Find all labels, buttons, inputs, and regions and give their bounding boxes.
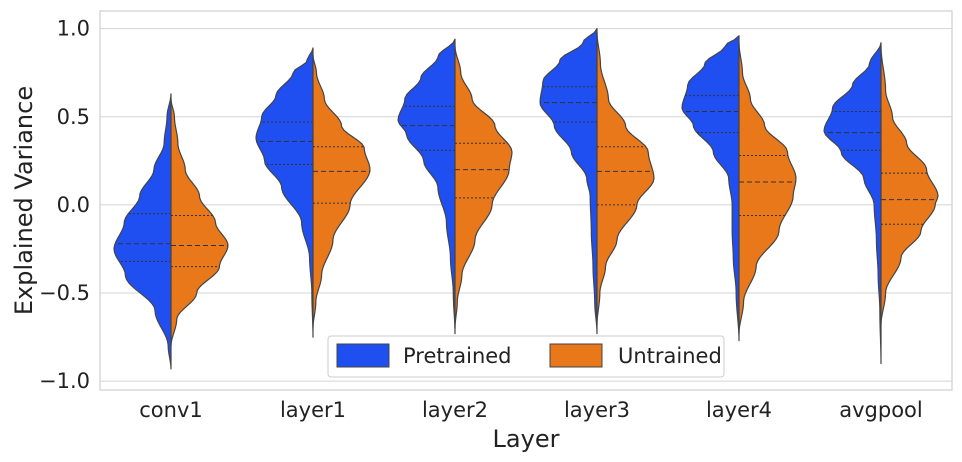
legend-label-pretrained: Pretrained bbox=[403, 344, 512, 368]
x-tick-label: conv1 bbox=[139, 398, 203, 422]
y-axis-label: Explained Variance bbox=[10, 86, 38, 315]
y-tick-label: 0.0 bbox=[57, 193, 90, 217]
violin-untrained-layer3 bbox=[596, 31, 655, 326]
legend-box bbox=[327, 335, 725, 378]
grid-lines bbox=[100, 28, 952, 382]
violin-pretrained-layer3 bbox=[539, 28, 598, 335]
x-tick-labels: conv1 layer1 layer2 layer3 layer4 avgpool bbox=[139, 398, 923, 422]
x-tick-label: layer4 bbox=[706, 398, 772, 422]
violin-untrained-layer1 bbox=[312, 54, 371, 329]
legend-swatch-untrained bbox=[549, 343, 603, 368]
violin-untrained-layer4 bbox=[738, 42, 797, 335]
plot-frame bbox=[99, 10, 953, 391]
violin-pretrained-avgpool bbox=[823, 42, 882, 365]
x-axis-label: Layer bbox=[493, 425, 560, 453]
violin-untrained-avgpool bbox=[880, 45, 939, 326]
violin-pretrained-conv1 bbox=[113, 93, 172, 370]
y-tick-label: 1.0 bbox=[57, 17, 90, 41]
legend-label-untrained: Untrained bbox=[618, 344, 722, 368]
x-tick-label: layer1 bbox=[280, 398, 346, 422]
legend: Pretrained Untrained bbox=[327, 335, 725, 378]
x-tick-label: layer3 bbox=[564, 398, 630, 422]
x-tick-label: layer2 bbox=[422, 398, 488, 422]
legend-swatch-pretrained bbox=[336, 343, 390, 368]
violins bbox=[113, 28, 939, 370]
violin-untrained-conv1 bbox=[170, 98, 229, 347]
violin-untrained-layer2 bbox=[454, 45, 513, 329]
y-tick-label: −0.5 bbox=[39, 281, 90, 305]
y-tick-labels: 1.0 0.5 0.0 −0.5 −1.0 bbox=[39, 17, 90, 394]
y-tick-label: −1.0 bbox=[39, 369, 90, 393]
violin-pretrained-layer2 bbox=[397, 38, 456, 335]
x-tick-label: avgpool bbox=[839, 398, 923, 422]
violin-pretrained-layer4 bbox=[681, 35, 740, 342]
y-tick-label: 0.5 bbox=[57, 105, 90, 129]
violin-pretrained-layer1 bbox=[255, 47, 314, 338]
